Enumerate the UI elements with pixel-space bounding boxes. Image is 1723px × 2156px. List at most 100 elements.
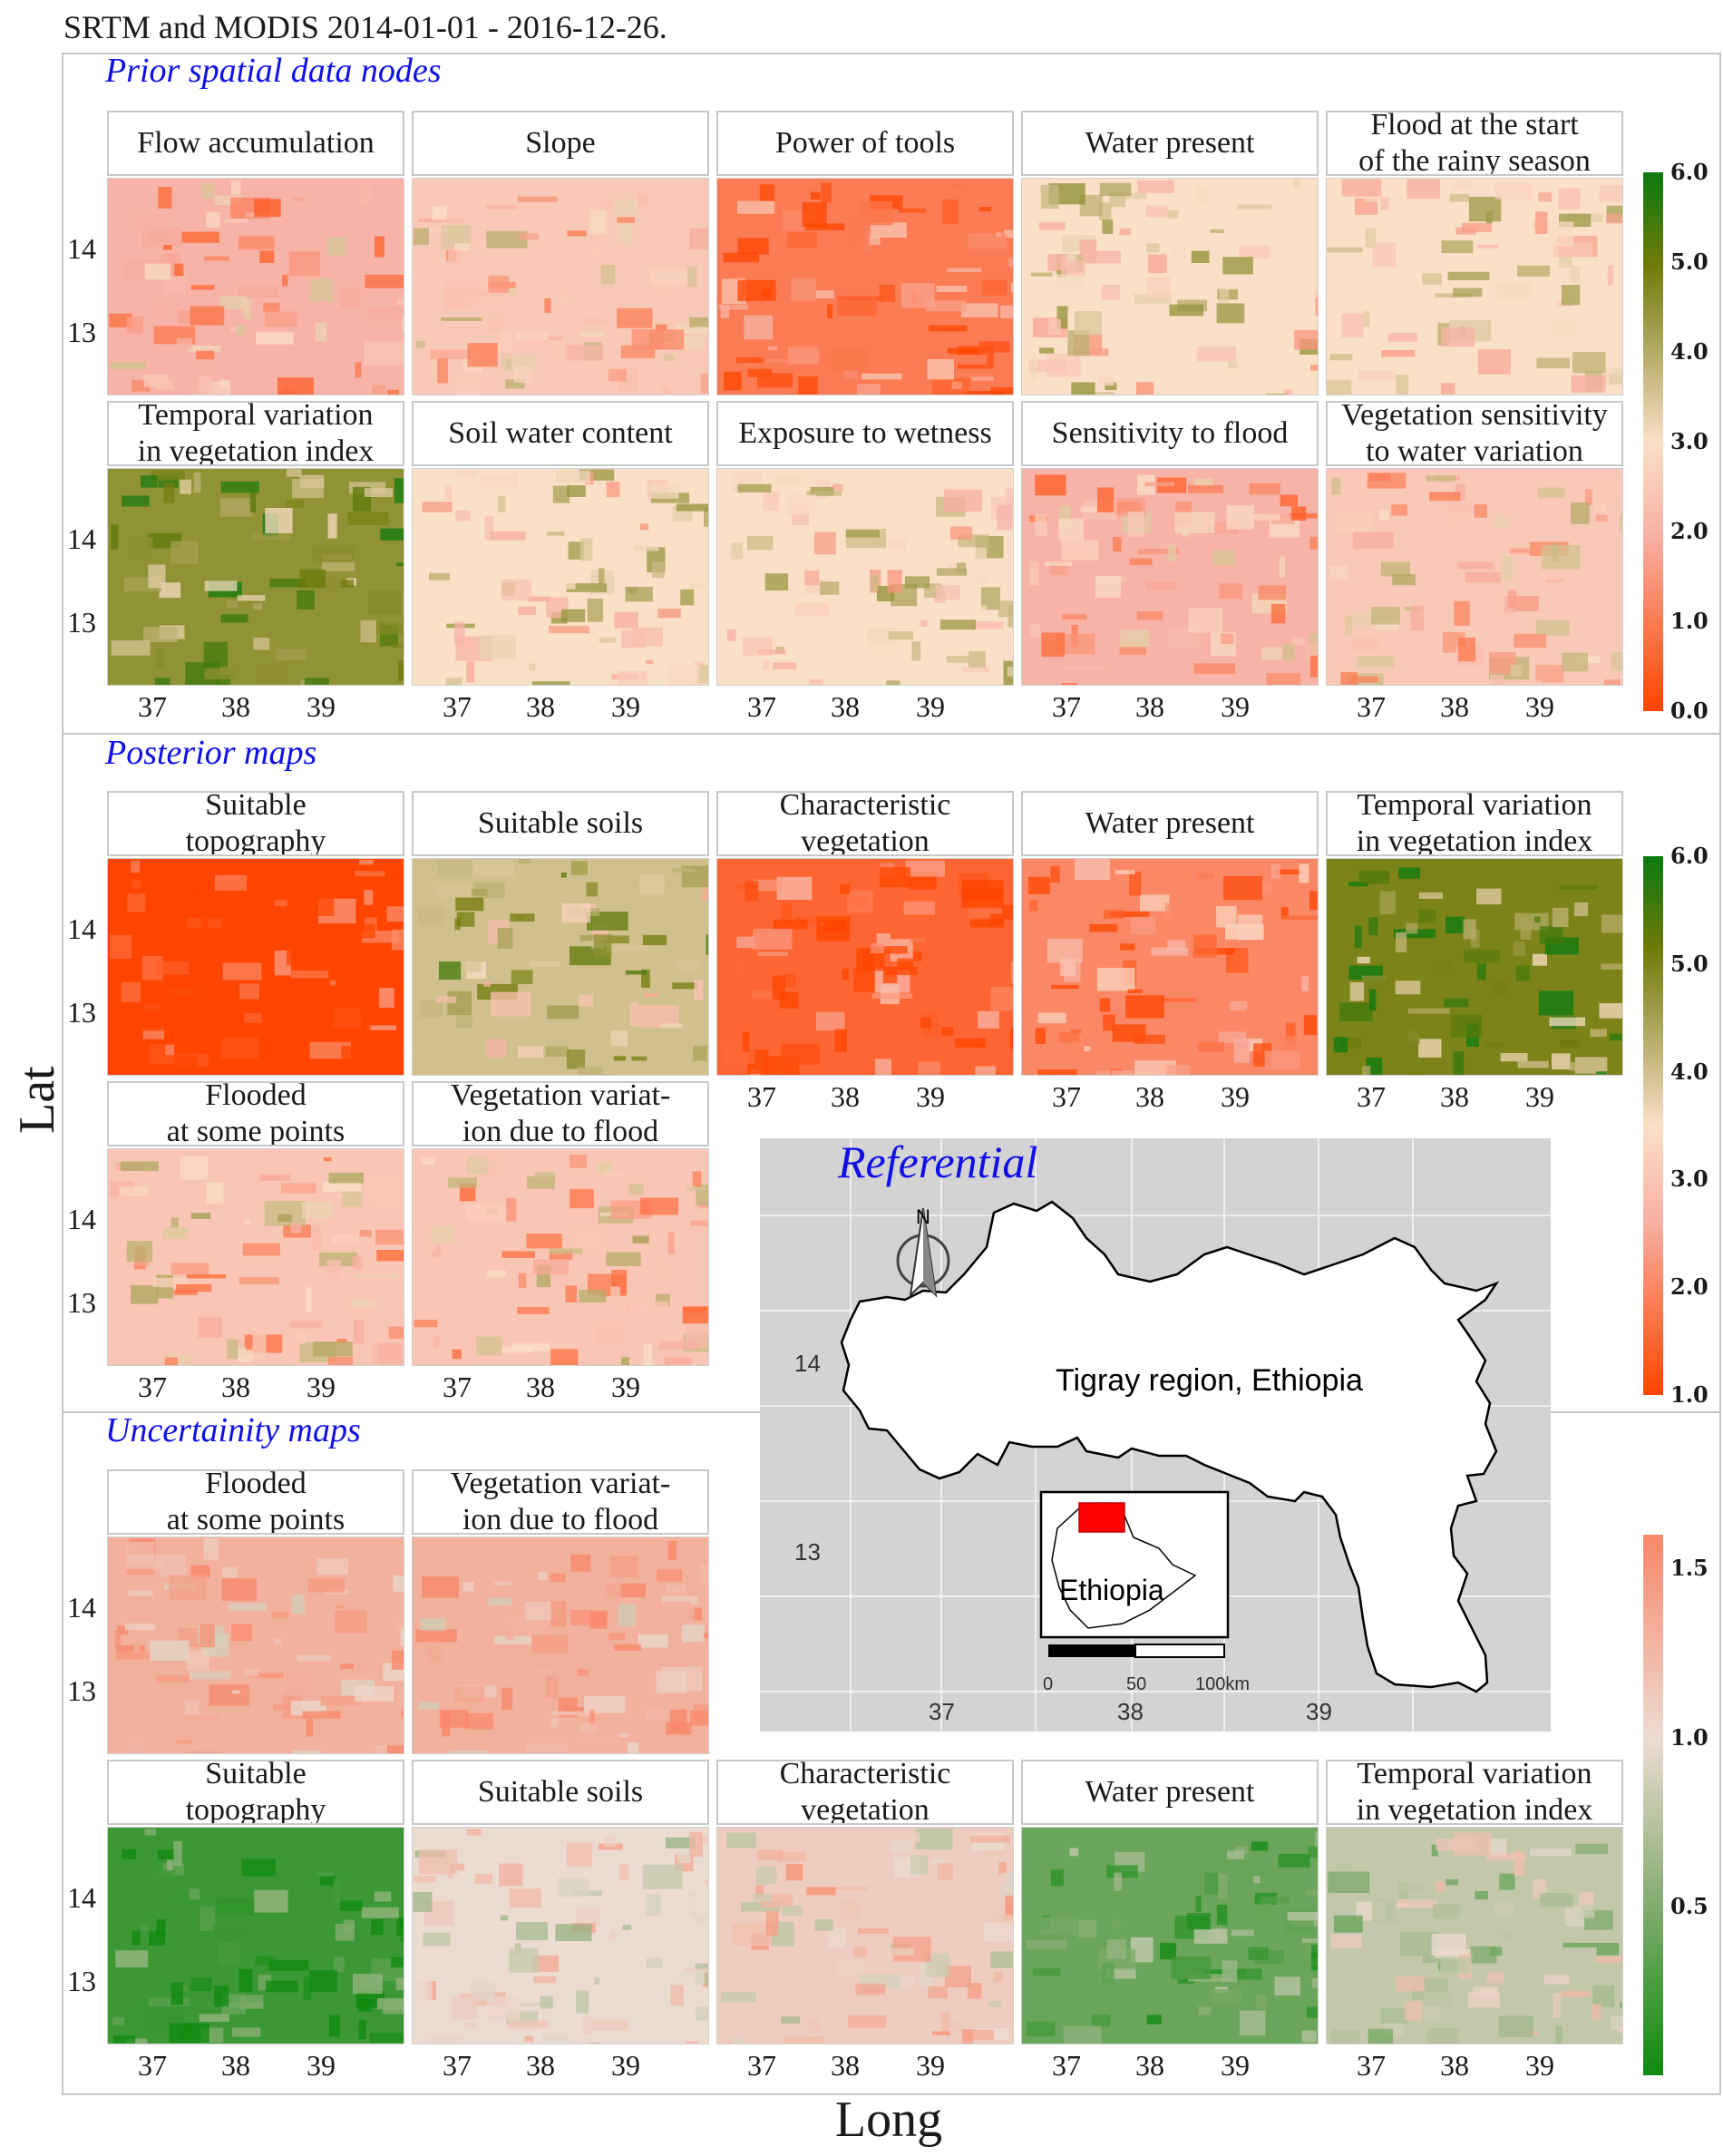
raster-cell [117,1625,129,1634]
raster-cell [591,1074,617,1075]
raster-cell [579,934,596,941]
panel-title: Flooded at some points [107,1469,404,1535]
raster-cell [130,1044,166,1067]
raster-cell [834,1029,847,1053]
raster-tile [1326,178,1623,395]
raster-cell [400,1628,404,1646]
raster-cell [1237,914,1263,941]
raster-cell [200,916,209,932]
raster-cell [1494,182,1533,200]
raster-cell [905,860,945,877]
raster-cell [1405,2001,1423,2021]
raster-cell [437,859,472,876]
raster-cell [1517,1060,1549,1068]
raster-cell [517,1046,544,1058]
raster-cell [322,1182,361,1192]
raster-cell [853,969,874,993]
raster-cell [1099,376,1115,386]
raster-cell [609,1556,638,1578]
raster-cell [1490,675,1504,685]
raster-cell [328,1357,354,1365]
raster-cell [1489,1839,1507,1857]
map-panel: Exposure to wetness [716,401,1014,686]
raster-cell [1562,652,1588,672]
raster-cell [254,661,290,684]
figure-frame [62,53,1721,2095]
raster-cell [705,1879,708,1886]
raster-cell [809,678,823,685]
raster-cell [1418,1039,1442,1058]
legend-label: 1.0 [1670,608,1708,634]
raster-cell [1552,1053,1571,1070]
raster-cell [334,1956,345,1973]
raster-cell [268,1959,309,1971]
raster-cell [201,183,215,199]
raster-cell [511,1617,546,1640]
raster-cell [397,299,404,305]
raster-cell [200,1624,215,1647]
raster-cell [672,982,697,990]
raster-cell [582,2016,592,2034]
raster-cell [618,553,647,570]
raster-cell [589,2042,599,2044]
panel-title: Water present [1021,111,1319,176]
raster-cell [464,1712,493,1730]
raster-cell [1354,198,1378,215]
raster-cell [703,1633,708,1639]
raster-cell [588,249,599,256]
raster-cell [971,621,1004,629]
raster-cell [1472,1986,1499,1997]
raster-cell [367,590,403,615]
raster-cell [858,1928,890,1934]
ref-lat-tick: 13 [794,1538,821,1566]
raster-cell [874,1058,891,1075]
raster-cell [608,1633,626,1641]
raster-cell [569,1188,594,1209]
raster-cell [256,331,294,345]
raster-cell [364,890,374,905]
raster-cell [1486,1852,1526,1861]
raster-cell [276,649,307,661]
raster-cell [506,1630,514,1641]
raster-cell [391,1956,404,1968]
raster-cell [266,1980,298,1993]
raster-cell [689,1831,703,1858]
raster-cell [555,471,590,483]
raster-cell [297,590,315,610]
raster-cell [857,384,881,395]
raster-cell [571,861,588,875]
raster-cell [426,2034,463,2044]
raster-cell [413,1891,433,1912]
raster-cell [619,1303,651,1314]
legend-gradient [1643,856,1663,1395]
raster-cell [1050,1869,1065,1887]
raster-cell [549,1250,573,1260]
raster-cell [169,2023,209,2044]
raster-cell [1144,482,1175,487]
raster-tile [107,1148,404,1366]
raster-cell [1572,352,1606,374]
raster-cell [196,350,215,360]
raster-cell [1618,2027,1622,2034]
raster-cell [114,1630,122,1649]
raster-cell [718,304,749,310]
legend-label: 5.0 [1670,249,1708,275]
raster-cell [423,1932,451,1946]
raster-cell [152,1277,188,1288]
raster-cell [1407,1008,1450,1014]
raster-cell [1294,329,1318,350]
raster-cell [488,275,510,293]
raster-cell [1309,891,1318,911]
raster-cell [328,1173,364,1184]
x-tick-label: 37 [747,690,776,723]
raster-cell [383,2007,404,2015]
raster-cell [274,1638,281,1644]
raster-cell [150,1640,190,1661]
referential-map: N [760,1138,1551,1732]
raster-cell [1400,1883,1426,1893]
raster-cell [1453,1051,1465,1075]
panel-title: Water present [1021,791,1319,856]
raster-cell [806,491,842,496]
raster-cell [1233,1038,1250,1063]
raster-cell [352,1255,363,1270]
